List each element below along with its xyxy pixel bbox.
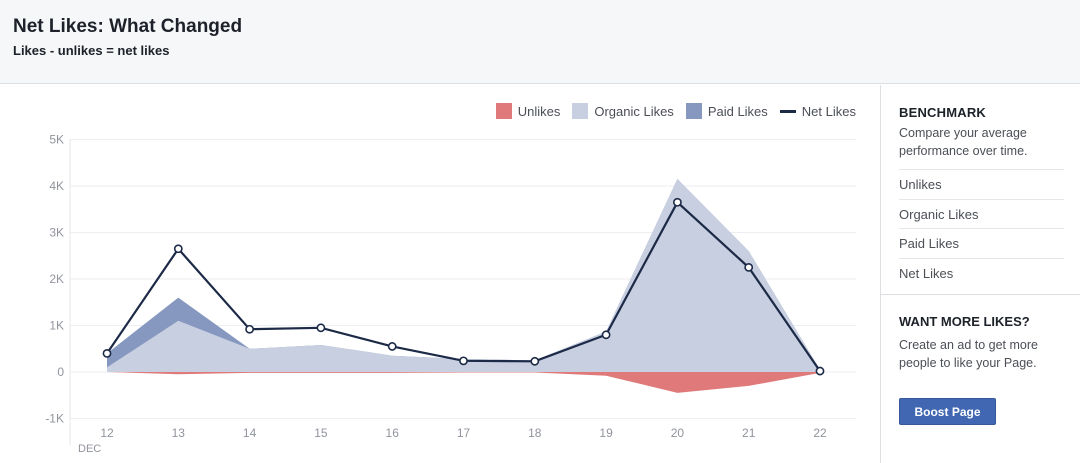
page-title: Net Likes: What Changed [13,16,243,37]
x-tick-label: 20 [671,426,685,440]
page-header: Net Likes: What Changed Likes - unlikes … [0,0,1080,84]
net-likes-point [102,348,112,358]
y-tick-label: 5K [49,133,64,147]
legend-label-net-likes: Net Likes [801,103,856,119]
benchmark-title: BENCHMARK [899,105,987,120]
benchmark-item-organic-likes[interactable]: Organic Likes [899,198,1064,229]
benchmark-item-unlikes[interactable]: Unlikes [899,169,1064,199]
y-tick-label: 1K [49,319,64,333]
benchmark-description: Compare your average performance over ti… [899,126,1028,158]
x-tick-label: 13 [172,426,186,440]
benchmark-item-net-likes[interactable]: Net Likes [899,257,1064,288]
net-likes-point [601,330,611,340]
y-tick-label: 3K [49,226,64,240]
sidebar: BENCHMARK Compare your average performan… [880,85,1080,463]
x-tick-label: 22 [813,426,827,440]
legend-label-paid-likes: Paid Likes [707,103,768,119]
legend-item-net-likes[interactable]: Net Likes [779,103,856,119]
net-likes-point [459,356,468,366]
unlikes-area [107,372,820,393]
net-likes-point [173,244,183,254]
net-likes-point [744,262,754,272]
x-tick-label: 16 [386,426,400,440]
legend-swatch-organic-likes [572,103,589,119]
net-likes-point [387,342,397,351]
net-likes-point [245,324,254,334]
sidebar-divider [881,294,1080,295]
legend-swatch-unlikes [495,103,512,119]
chart-panel: -1K 0 1K 2K 3K 4K 5K 12 13 14 15 16 17 18 19 20 21 22 DEC … [0,85,880,463]
x-axis-month-label: DEC [78,443,101,455]
want-more-likes-description: Create an ad to get more people to like … [899,338,1038,370]
net-likes-point [530,356,540,366]
chart-legend: Unlikes Organic Likes Paid Likes Net Lik… [495,103,856,119]
benchmark-list: Unlikes Organic Likes Paid Likes Net Lik… [899,169,1064,287]
y-tick-label: 2K [49,272,64,286]
boost-page-button[interactable]: Boost Page [899,398,996,425]
legend-swatch-net-likes [779,109,796,113]
y-tick-label: -1K [45,412,64,426]
page-subtitle: Likes - unlikes = net likes [13,43,170,58]
benchmark-item-paid-likes[interactable]: Paid Likes [899,228,1064,258]
want-more-likes-title: WANT MORE LIKES? [899,314,1030,329]
legend-swatch-paid-likes [685,103,702,119]
legend-item-organic-likes[interactable]: Organic Likes [572,103,674,119]
y-tick-label: 4K [49,179,64,193]
legend-label-organic-likes: Organic Likes [594,103,674,119]
net-likes-point [815,366,825,376]
net-likes-point [316,323,326,333]
x-tick-label: 18 [528,426,542,440]
net-likes-point [673,197,682,207]
legend-item-unlikes[interactable]: Unlikes [495,103,561,119]
organic-likes-area [107,179,820,372]
x-tick-label: 21 [742,426,756,440]
legend-label-unlikes: Unlikes [517,103,561,119]
net-likes-chart: -1K 0 1K 2K 3K 4K 5K 12 13 14 15 16 17 18 19 20 21 22 DEC [45,133,856,455]
legend-item-paid-likes[interactable]: Paid Likes [685,103,768,119]
x-tick-label: 17 [457,426,471,440]
x-tick-label: 12 [100,426,114,440]
y-tick-label: 0 [57,365,64,379]
x-tick-label: 19 [599,426,613,440]
x-tick-label: 14 [243,426,257,440]
x-tick-label: 15 [314,426,328,440]
